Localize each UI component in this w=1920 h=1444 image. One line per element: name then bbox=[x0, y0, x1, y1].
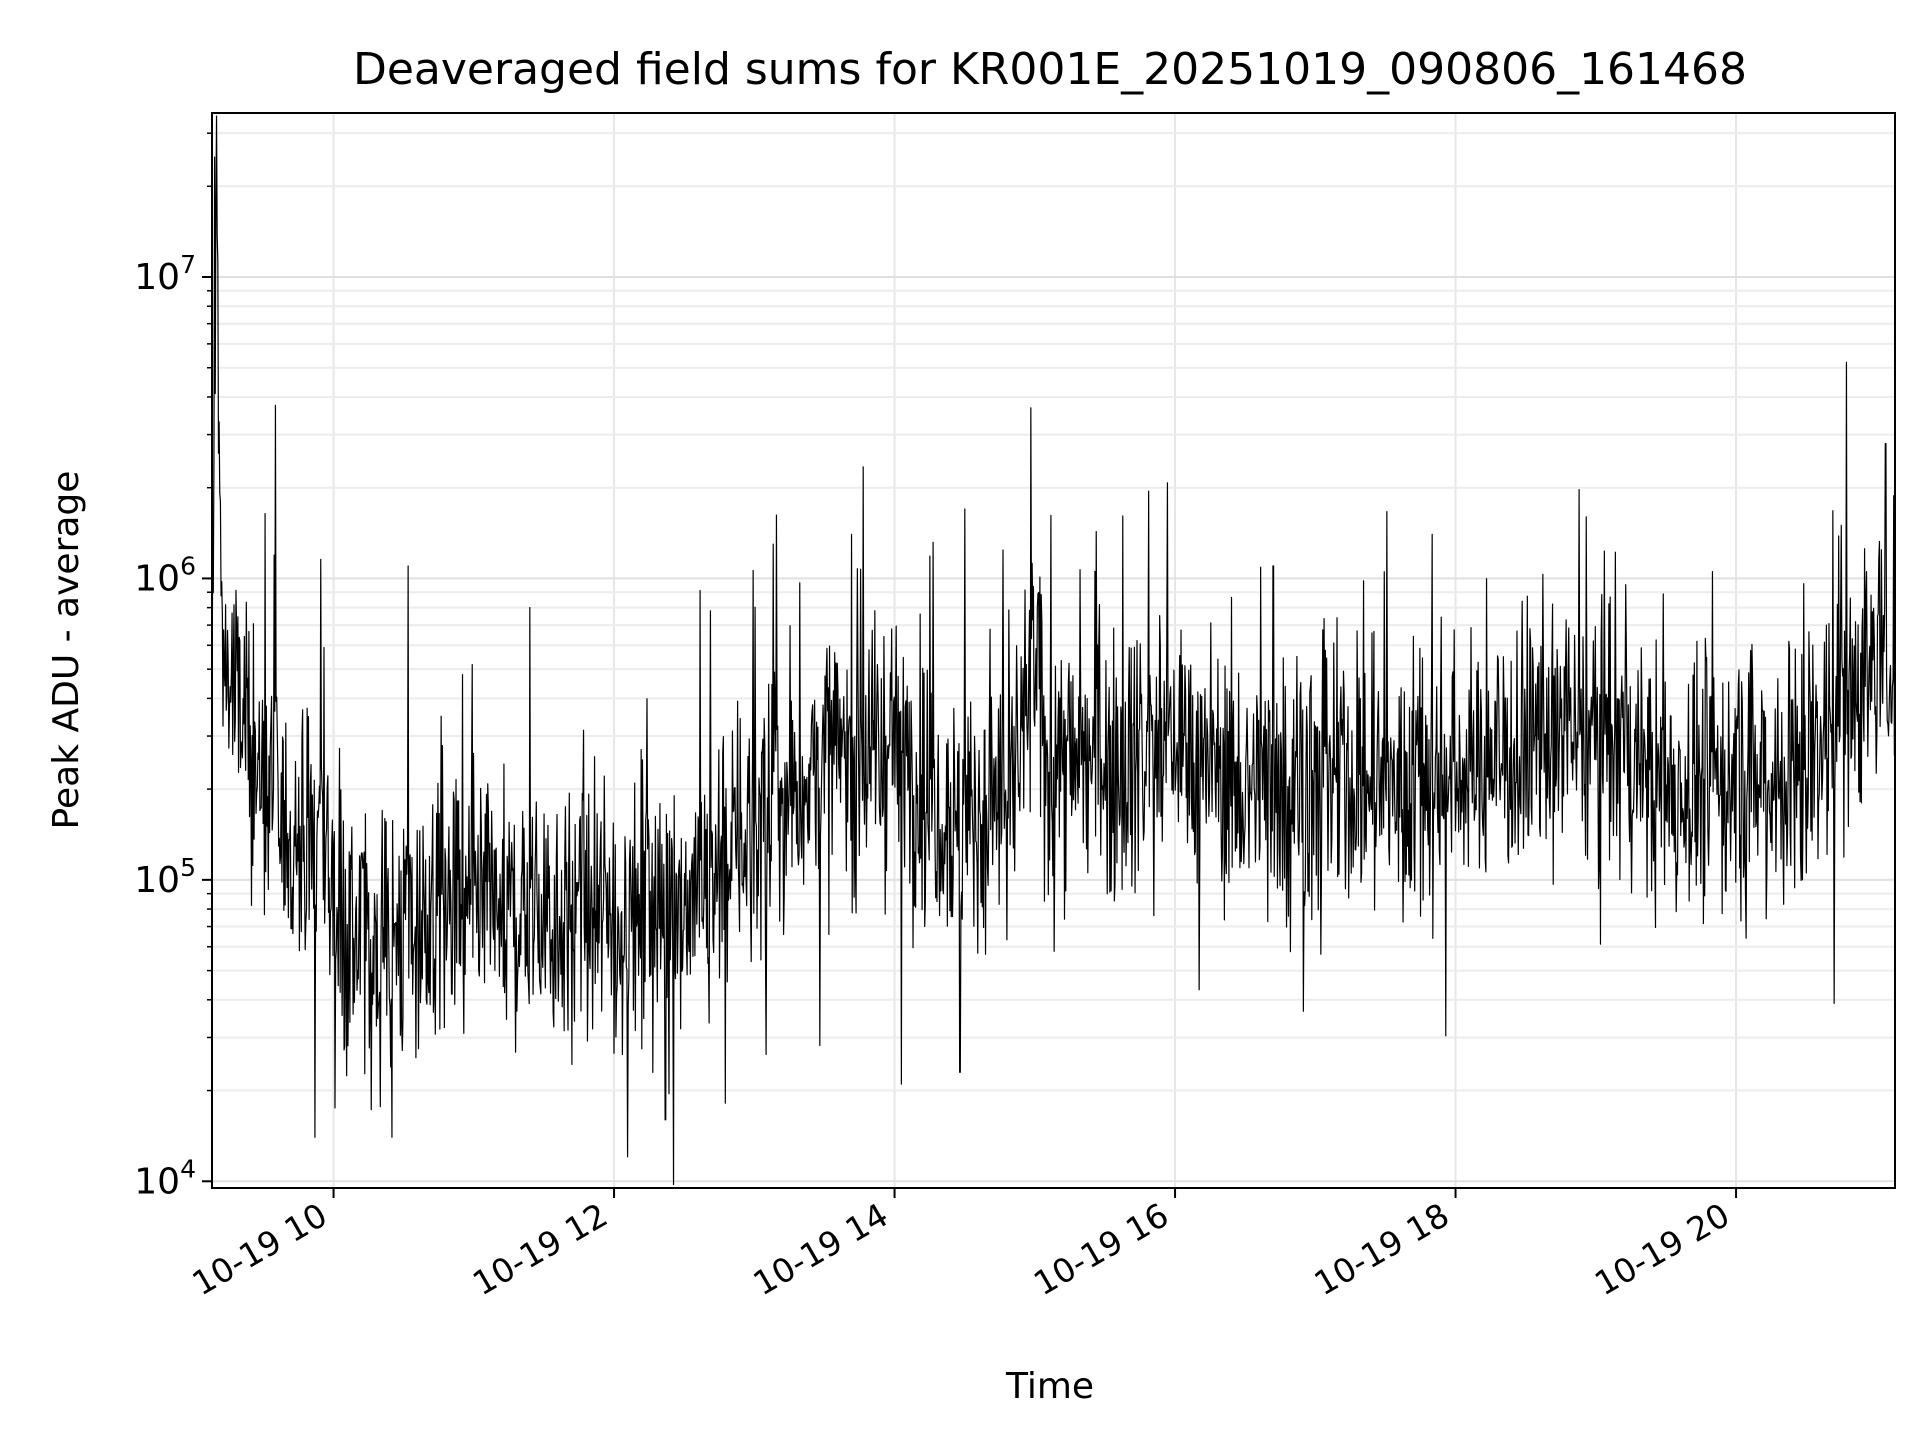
y-axis-label: Peak ADU - average bbox=[46, 471, 87, 830]
y-tick-label: 105 bbox=[134, 853, 196, 901]
series-line bbox=[211, 115, 1896, 1186]
y-tick-label: 106 bbox=[134, 551, 196, 599]
y-axis: 104 105 106 107 bbox=[134, 132, 212, 1202]
y-tick-label: 104 bbox=[134, 1154, 196, 1202]
plot-frame bbox=[211, 112, 1896, 1189]
chart-title: Deaveraged field sums for KR001E_2025101… bbox=[353, 44, 1747, 95]
y-tick-label: 107 bbox=[134, 250, 196, 298]
series-layer bbox=[211, 115, 1896, 1186]
x-axis-label: Time bbox=[1005, 1366, 1094, 1407]
